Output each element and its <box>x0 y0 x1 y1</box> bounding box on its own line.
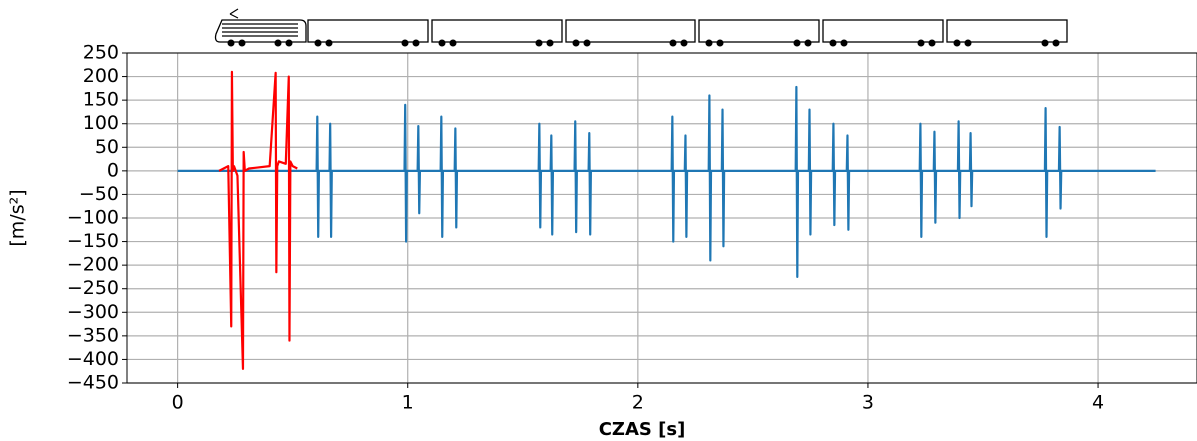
data-line <box>218 70 298 370</box>
y-tick-label: 50 <box>95 136 119 158</box>
x-axis-label: CZAS [s] <box>599 419 686 440</box>
y-tick-label: −200 <box>67 254 119 276</box>
y-tick-label: −150 <box>67 230 119 252</box>
x-tick-label: 4 <box>1092 392 1104 414</box>
y-tick-label: 150 <box>83 89 119 111</box>
wagon <box>946 19 1068 43</box>
wagon <box>431 19 563 43</box>
wagon <box>698 19 820 43</box>
y-tick-label: −250 <box>67 277 119 299</box>
y-tick-label: −100 <box>67 207 119 229</box>
x-tick-label: 1 <box>402 392 414 414</box>
wheels <box>227 39 1060 47</box>
locomotive <box>214 19 307 43</box>
plot-frame <box>126 52 1197 384</box>
x-tick-label: 3 <box>862 392 874 414</box>
locomotive-detail <box>222 8 298 37</box>
y-tick-label: 200 <box>83 65 119 87</box>
train-icon <box>214 8 1068 47</box>
x-tick-label: 2 <box>632 392 644 414</box>
y-tick-label: −300 <box>67 301 119 323</box>
y-tick-label: −450 <box>67 372 119 394</box>
y-tick-label: −350 <box>67 324 119 346</box>
wagon <box>307 19 429 43</box>
y-axis-label: [m/s²] <box>7 189 29 246</box>
y-tick-label: 0 <box>107 159 119 181</box>
wagon <box>822 19 944 43</box>
y-tick-label: 250 <box>83 42 119 64</box>
x-tick-label: 0 <box>172 392 184 414</box>
y-tick-label: 100 <box>83 112 119 134</box>
y-tick-label: −400 <box>67 348 119 370</box>
y-tick-label: −50 <box>79 183 119 205</box>
data-line <box>177 85 1156 279</box>
wagon <box>565 19 696 43</box>
